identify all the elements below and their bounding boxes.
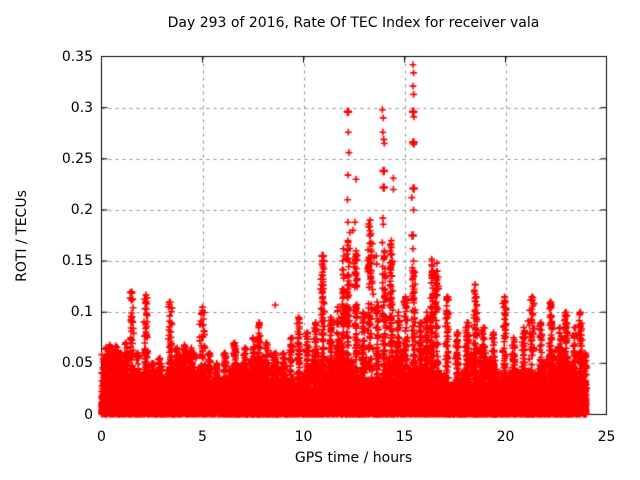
- y-tick-label: 0.25: [61, 150, 93, 167]
- y-tick-label: 0.15: [61, 253, 93, 270]
- x-tick-label: 0: [97, 429, 106, 445]
- x-tick-label: 15: [395, 429, 414, 445]
- x-tick-label: 20: [496, 429, 515, 445]
- y-tick-label: 0.2: [70, 201, 93, 218]
- y-tick-label: 0.05: [61, 355, 93, 372]
- y-tick-label: 0.35: [61, 48, 93, 65]
- x-tick-label: 10: [294, 429, 313, 445]
- y-tick-label: 0: [84, 406, 93, 423]
- x-tick-label: 5: [198, 429, 207, 445]
- y-tick-label: 0.3: [70, 99, 93, 116]
- chart-title: Day 293 of 2016, Rate Of TEC Index for r…: [167, 15, 540, 31]
- x-tick-label: 25: [597, 429, 616, 445]
- x-axis-label: GPS time / hours: [294, 450, 413, 466]
- y-tick-label: 0.1: [70, 304, 93, 321]
